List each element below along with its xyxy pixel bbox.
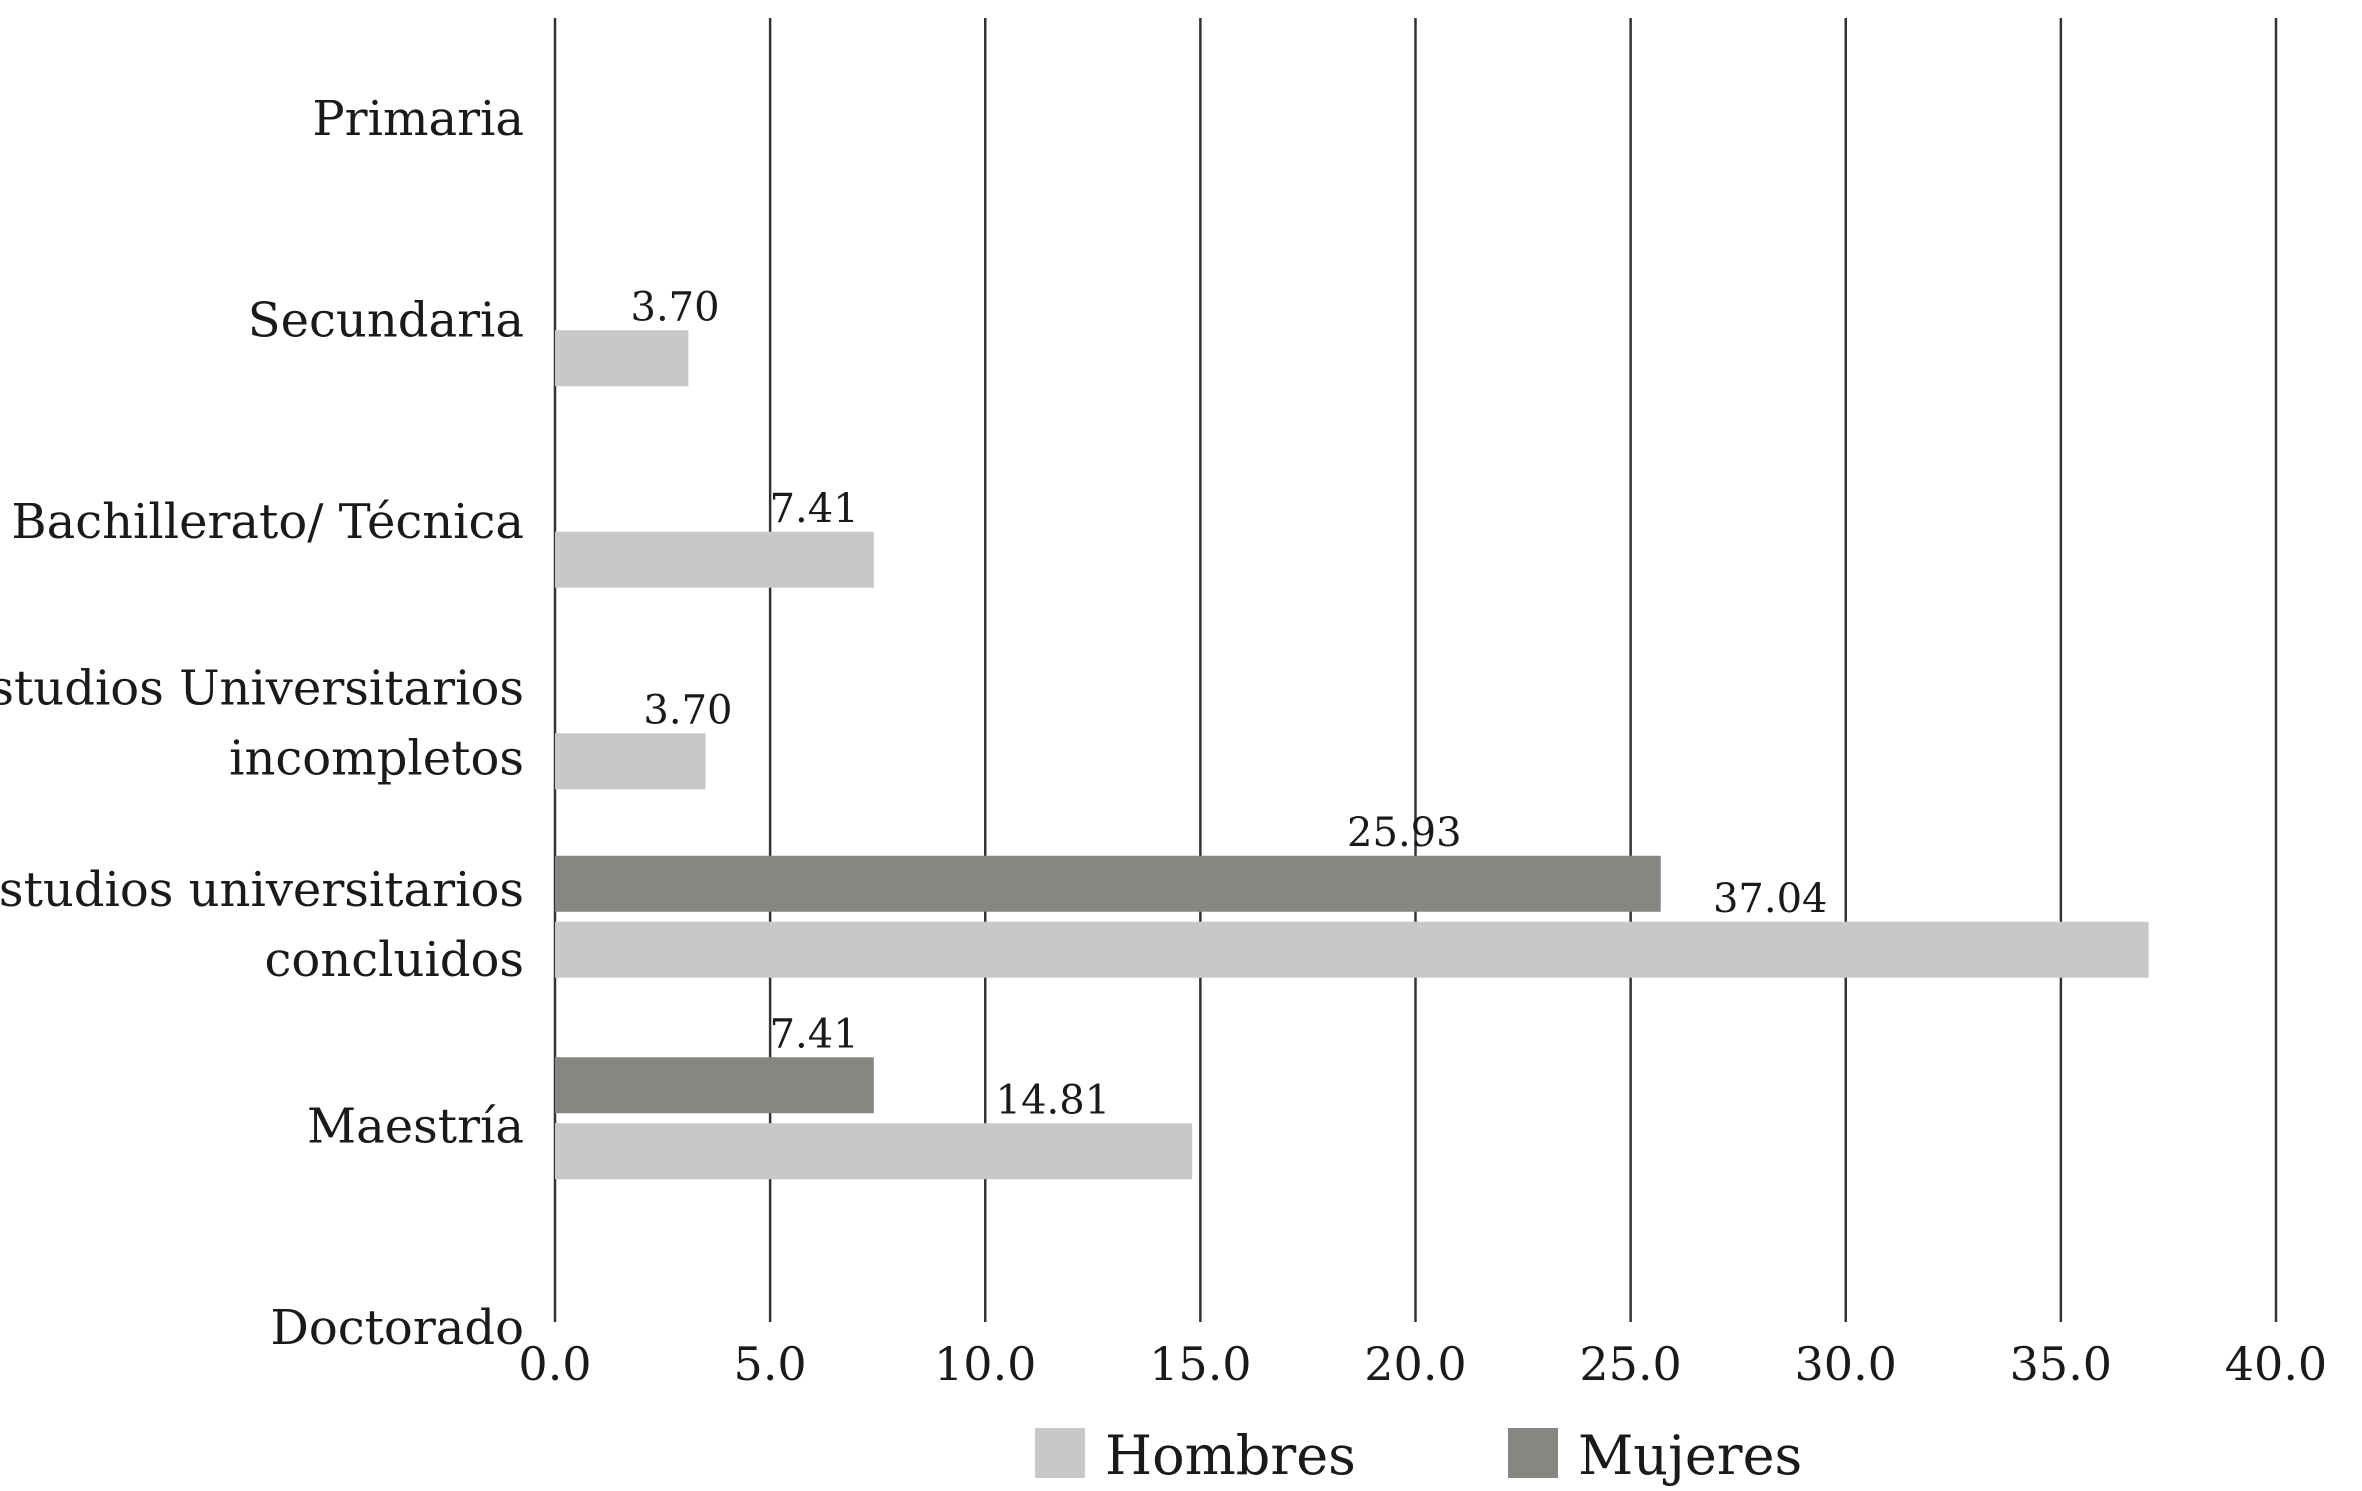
legend-label-mujeres: Mujeres — [1578, 1424, 1802, 1487]
bar-hombres — [555, 531, 874, 588]
x-tick-label: 40.0 — [2225, 1337, 2327, 1391]
data-label-mujeres: 7.41 — [770, 1011, 859, 1057]
bar-mujeres — [555, 1057, 874, 1114]
data-label-hombres: 37.04 — [1713, 876, 1828, 922]
data-label-hombres: 3.70 — [631, 284, 720, 330]
x-tick-label: 35.0 — [2010, 1337, 2112, 1391]
legend-swatch-mujeres — [1508, 1428, 1558, 1478]
bar-hombres — [555, 733, 706, 790]
x-tick-label: 5.0 — [734, 1337, 807, 1391]
bar-hombres — [555, 1123, 1193, 1180]
category-label: concluidos — [265, 932, 524, 988]
category-label: Bachillerato/ Técnica — [11, 494, 524, 550]
bars — [555, 330, 2149, 1180]
category-label: Doctorado — [270, 1300, 524, 1356]
x-tick-label: 10.0 — [934, 1337, 1036, 1391]
data-label-hombres: 14.81 — [996, 1077, 1111, 1123]
bar-mujeres — [555, 855, 1661, 912]
data-label-hombres: 3.70 — [643, 687, 732, 733]
category-label: Estudios Universitarios — [0, 660, 524, 716]
legend: Hombres Mujeres — [1035, 1424, 1802, 1487]
bar-hombres — [555, 330, 689, 387]
data-label-mujeres: 25.93 — [1347, 810, 1462, 856]
x-tick-label: 20.0 — [1364, 1337, 1466, 1391]
data-labels: 3.70 7.41 3.70 25.93 37.04 7.41 14.81 — [631, 284, 1828, 1123]
bar-hombres — [555, 921, 2149, 978]
category-label: Secundaria — [248, 292, 524, 348]
category-label: Primaria — [312, 91, 524, 147]
category-label: Maestría — [307, 1098, 524, 1154]
category-labels: Primaria Secundaria Bachillerato/ Técnica E… — [0, 91, 524, 1356]
gridlines — [553, 18, 2278, 1322]
x-tick-label: 0.0 — [518, 1337, 591, 1391]
category-label: Estudios universitarios — [0, 862, 524, 918]
x-tick-label: 25.0 — [1579, 1337, 1681, 1391]
x-tick-labels: 0.0 5.0 10.0 15.0 20.0 25.0 30.0 35.0 40.0 — [518, 1337, 2327, 1391]
x-tick-label: 15.0 — [1149, 1337, 1251, 1391]
legend-swatch-hombres — [1035, 1428, 1085, 1478]
category-label: incompletos — [229, 730, 524, 786]
x-tick-label: 30.0 — [1795, 1337, 1897, 1391]
legend-label-hombres: Hombres — [1105, 1424, 1356, 1487]
data-label-hombres: 7.41 — [770, 486, 859, 532]
